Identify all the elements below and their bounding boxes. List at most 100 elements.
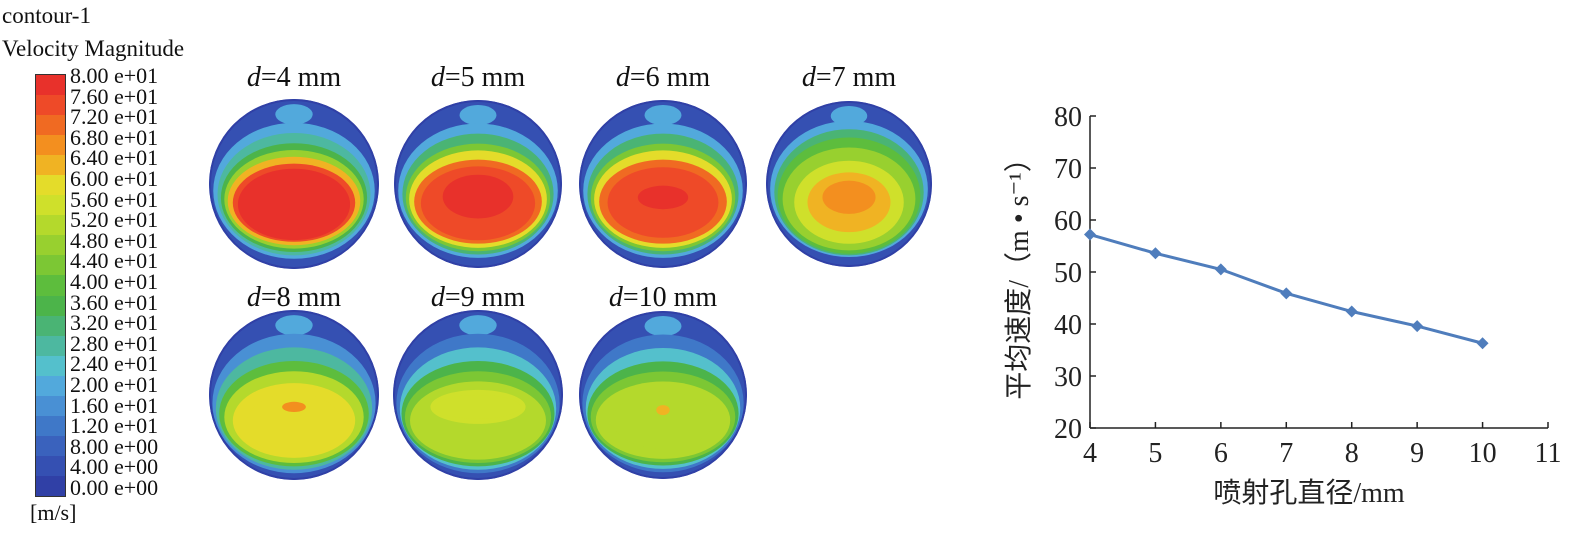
contour-outline (766, 101, 932, 267)
x-tick-label: 4 (1083, 438, 1097, 469)
legend-variable-name: Velocity Magnitude (2, 36, 185, 61)
x-tick-label: 9 (1410, 438, 1424, 469)
colorbar-level-label: 8.00 e+00 (70, 433, 159, 459)
panel-label-variable: d (801, 62, 816, 93)
contour-band (442, 174, 514, 219)
colorbar-swatch (36, 375, 65, 396)
colorbar-level-label: 2.80 e+01 (70, 330, 159, 356)
colorbar-swatch (36, 215, 65, 236)
y-tick-label: 50 (1054, 258, 1082, 289)
colorbar-level-label: 7.20 e+01 (70, 104, 159, 130)
contour-band (822, 180, 876, 214)
contour-panel-label: d=5 mm (403, 62, 553, 94)
contour-panel-label: d=4 mm (219, 62, 369, 94)
contour-jet-region (644, 316, 682, 337)
colorbar-level-label: 2.00 e+01 (70, 372, 159, 397)
panel-label-variable: d (430, 62, 445, 93)
x-tick-label: 8 (1345, 438, 1359, 469)
data-point-marker (1411, 320, 1424, 333)
colorbar-swatch (36, 155, 65, 176)
colorbar-level-label: 6.80 e+01 (70, 124, 159, 150)
data-point-marker (1084, 228, 1096, 241)
colorbar-swatch (36, 195, 65, 216)
colorbar-level-label: 1.20 e+01 (70, 413, 159, 439)
y-tick-label: 40 (1054, 310, 1082, 341)
contour-outline (579, 311, 747, 479)
contour-outline (209, 99, 379, 269)
contour-band (656, 405, 670, 416)
colorbar-level-label: 1.60 e+01 (70, 392, 159, 418)
colorbar-level-label: 2.40 e+01 (70, 351, 159, 377)
panel-label-variable: d (608, 282, 623, 313)
data-point-marker (1476, 337, 1489, 350)
colorbar-swatch (36, 455, 65, 476)
contour-plot (209, 310, 379, 480)
panel-label-value: =5 mm (444, 62, 526, 93)
panel-label-variable: d (615, 62, 630, 93)
colorbar-unit: [m/s] (30, 500, 77, 525)
colorbar-level-label: 0.00 e+00 (70, 475, 159, 500)
contour-plot (394, 100, 562, 268)
colorbar-level-label: 5.60 e+01 (70, 186, 159, 212)
legend-title: contour-1 (2, 3, 91, 28)
colorbar-level-label: 6.00 e+01 (70, 166, 159, 191)
contour-plot (579, 100, 747, 268)
colorbar-swatch (36, 395, 65, 416)
x-tick-label: 7 (1279, 438, 1293, 469)
x-tick-label: 5 (1148, 438, 1162, 469)
y-axis-label: 平均速度/（m • s⁻¹） (1003, 144, 1035, 399)
colorbar-level-label: 5.20 e+01 (70, 207, 159, 233)
panel-label-value: =9 mm (444, 282, 526, 313)
colorbar-swatch (36, 315, 65, 336)
colorbar-level-label: 7.60 e+01 (70, 83, 159, 109)
colorbar-swatch (36, 295, 65, 316)
colorbar-level-label: 3.20 e+01 (70, 310, 159, 336)
data-point-marker (1149, 247, 1162, 260)
contour-panel-label: d=6 mm (588, 62, 738, 94)
colorbar-level-label: 4.00 e+01 (70, 269, 159, 294)
colorbar-swatch (36, 75, 65, 96)
colorbar-swatch (36, 235, 65, 256)
panel-label-value: =4 mm (260, 62, 342, 93)
contour-jet-region (459, 105, 497, 126)
colorbar-swatch (36, 435, 65, 456)
y-tick-label: 20 (1054, 414, 1082, 445)
contour-outline (209, 310, 379, 480)
colorbar-swatch (36, 95, 65, 116)
colorbar-level-label: 6.40 e+01 (70, 145, 159, 171)
panel-label-variable: d (246, 282, 261, 313)
colorbar-swatch (36, 275, 65, 296)
contour-band (612, 391, 714, 449)
colorbar-swatch (36, 135, 65, 156)
contour-band (637, 185, 689, 210)
contour-jet-region (459, 315, 497, 336)
contour-outline (393, 310, 563, 480)
x-tick-label: 11 (1535, 438, 1562, 469)
y-tick-label: 30 (1054, 362, 1082, 393)
contour-plot (579, 311, 747, 479)
contour-band (282, 401, 306, 412)
colorbar (35, 74, 66, 497)
contour-band (246, 393, 342, 455)
colorbar-swatch (36, 355, 65, 376)
panel-label-value: =8 mm (260, 282, 342, 313)
colorbar-level-label: 3.60 e+01 (70, 289, 159, 315)
x-axis-label: 喷射孔直径/mm (1213, 477, 1405, 509)
contour-jet-region (830, 105, 868, 126)
contour-band (435, 395, 521, 419)
colorbar-swatch (36, 415, 65, 436)
data-point-marker (1345, 305, 1358, 318)
panel-label-value: =7 mm (815, 62, 897, 93)
contour-panel-label: d=9 mm (403, 282, 553, 314)
x-tick-label: 6 (1214, 438, 1228, 469)
y-tick-label: 70 (1054, 154, 1082, 185)
x-tick-label: 10 (1469, 438, 1497, 469)
contour-outline (394, 100, 562, 268)
data-point-marker (1214, 263, 1227, 276)
panel-label-value: =6 mm (629, 62, 711, 93)
contour-outline (579, 100, 747, 268)
contour-jet-region (275, 104, 313, 125)
colorbar-level-label: 4.40 e+01 (70, 248, 159, 274)
